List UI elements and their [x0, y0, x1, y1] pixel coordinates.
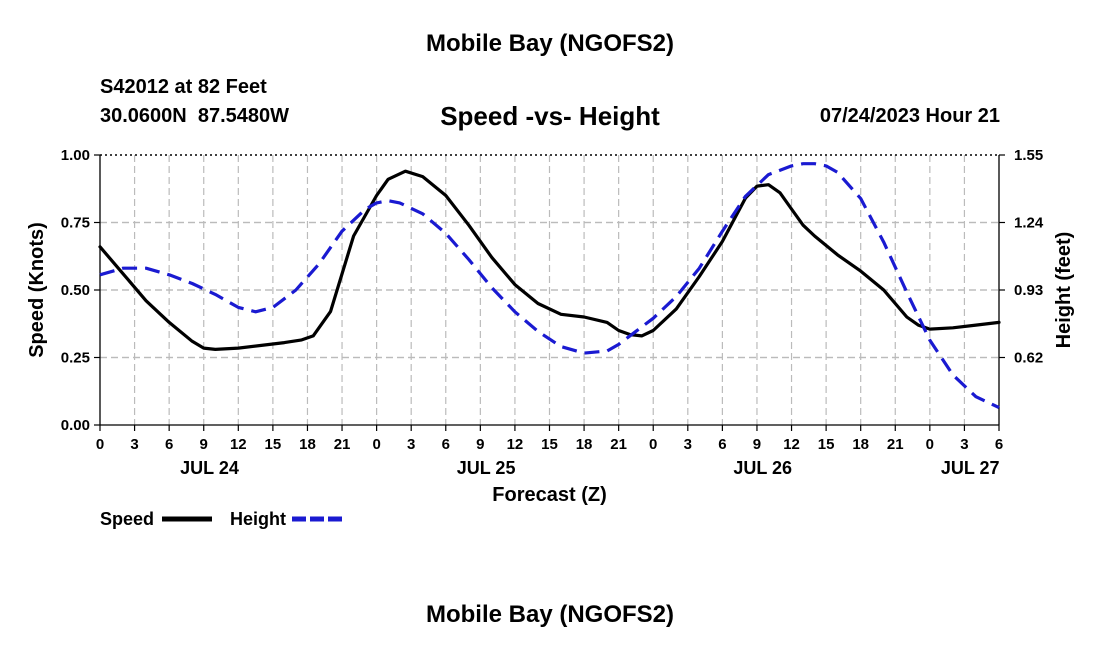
- x-tick-label: 18: [852, 436, 869, 453]
- x-tick-label: 0: [372, 436, 380, 453]
- date-label: JUL 25: [457, 458, 516, 478]
- y-tick-label: 1.00: [61, 147, 90, 164]
- y2-axis-title: Height (feet): [1053, 232, 1075, 349]
- height-series-line: [99, 162, 1000, 410]
- forecast-datetime: 07/24/2023 Hour 21: [819, 105, 1000, 127]
- station-label: S42012 at 82 Feet: [100, 76, 267, 98]
- x-tick-label: 3: [960, 436, 968, 453]
- x-tick-label: 3: [684, 436, 692, 453]
- y-tick-label: 0.75: [61, 215, 90, 232]
- x-tick-label: 9: [476, 436, 484, 453]
- x-tick-label: 15: [818, 436, 835, 453]
- date-label: JUL 26: [733, 458, 792, 478]
- station-coordinates: 30.0600N 87.5480W: [100, 105, 290, 127]
- y-tick-label: 0.00: [61, 417, 90, 434]
- x-tick-label: 21: [887, 436, 904, 453]
- x-tick-label: 21: [334, 436, 351, 453]
- x-tick-label: 3: [130, 436, 138, 453]
- y2-tick-label: 0.62: [1014, 350, 1043, 367]
- x-tick-label: 18: [576, 436, 593, 453]
- x-tick-label: 6: [165, 436, 173, 453]
- date-label: JUL 24: [180, 458, 239, 478]
- x-tick-label: 0: [926, 436, 934, 453]
- x-tick-label: 18: [299, 436, 316, 453]
- x-tick-label: 3: [407, 436, 415, 453]
- x-tick-label: 15: [541, 436, 558, 453]
- x-tick-label: 12: [507, 436, 524, 453]
- y2-tick-label: 1.24: [1014, 215, 1044, 232]
- legend-label-speed: Speed: [100, 509, 154, 529]
- x-tick-label: 6: [442, 436, 450, 453]
- x-tick-label: 9: [753, 436, 761, 453]
- x-tick-label: 6: [718, 436, 726, 453]
- y-tick-label: 0.50: [61, 282, 90, 299]
- x-tick-label: 9: [200, 436, 208, 453]
- y2-tick-label: 0.93: [1014, 282, 1043, 299]
- legend-label-height: Height: [230, 509, 286, 529]
- x-tick-label: 0: [96, 436, 104, 453]
- y-tick-label: 0.25: [61, 350, 90, 367]
- y-axis-title: Speed (Knots): [26, 222, 48, 358]
- x-tick-label: 6: [995, 436, 1003, 453]
- x-tick-label: 12: [783, 436, 800, 453]
- speed-series-line: [98, 169, 1001, 351]
- chart-heading: Speed -vs- Height: [440, 101, 660, 131]
- x-tick-label: 15: [265, 436, 282, 453]
- y2-tick-label: 1.55: [1014, 147, 1043, 164]
- x-tick-label: 0: [649, 436, 657, 453]
- x-tick-label: 12: [230, 436, 247, 453]
- x-tick-label: 21: [610, 436, 627, 453]
- date-label: JUL 27: [941, 458, 1000, 478]
- x-axis-title: Forecast (Z): [492, 484, 606, 506]
- chart-title: Mobile Bay (NGOFS2): [425, 30, 675, 57]
- bottom-title: Mobile Bay (NGOFS2): [425, 601, 675, 628]
